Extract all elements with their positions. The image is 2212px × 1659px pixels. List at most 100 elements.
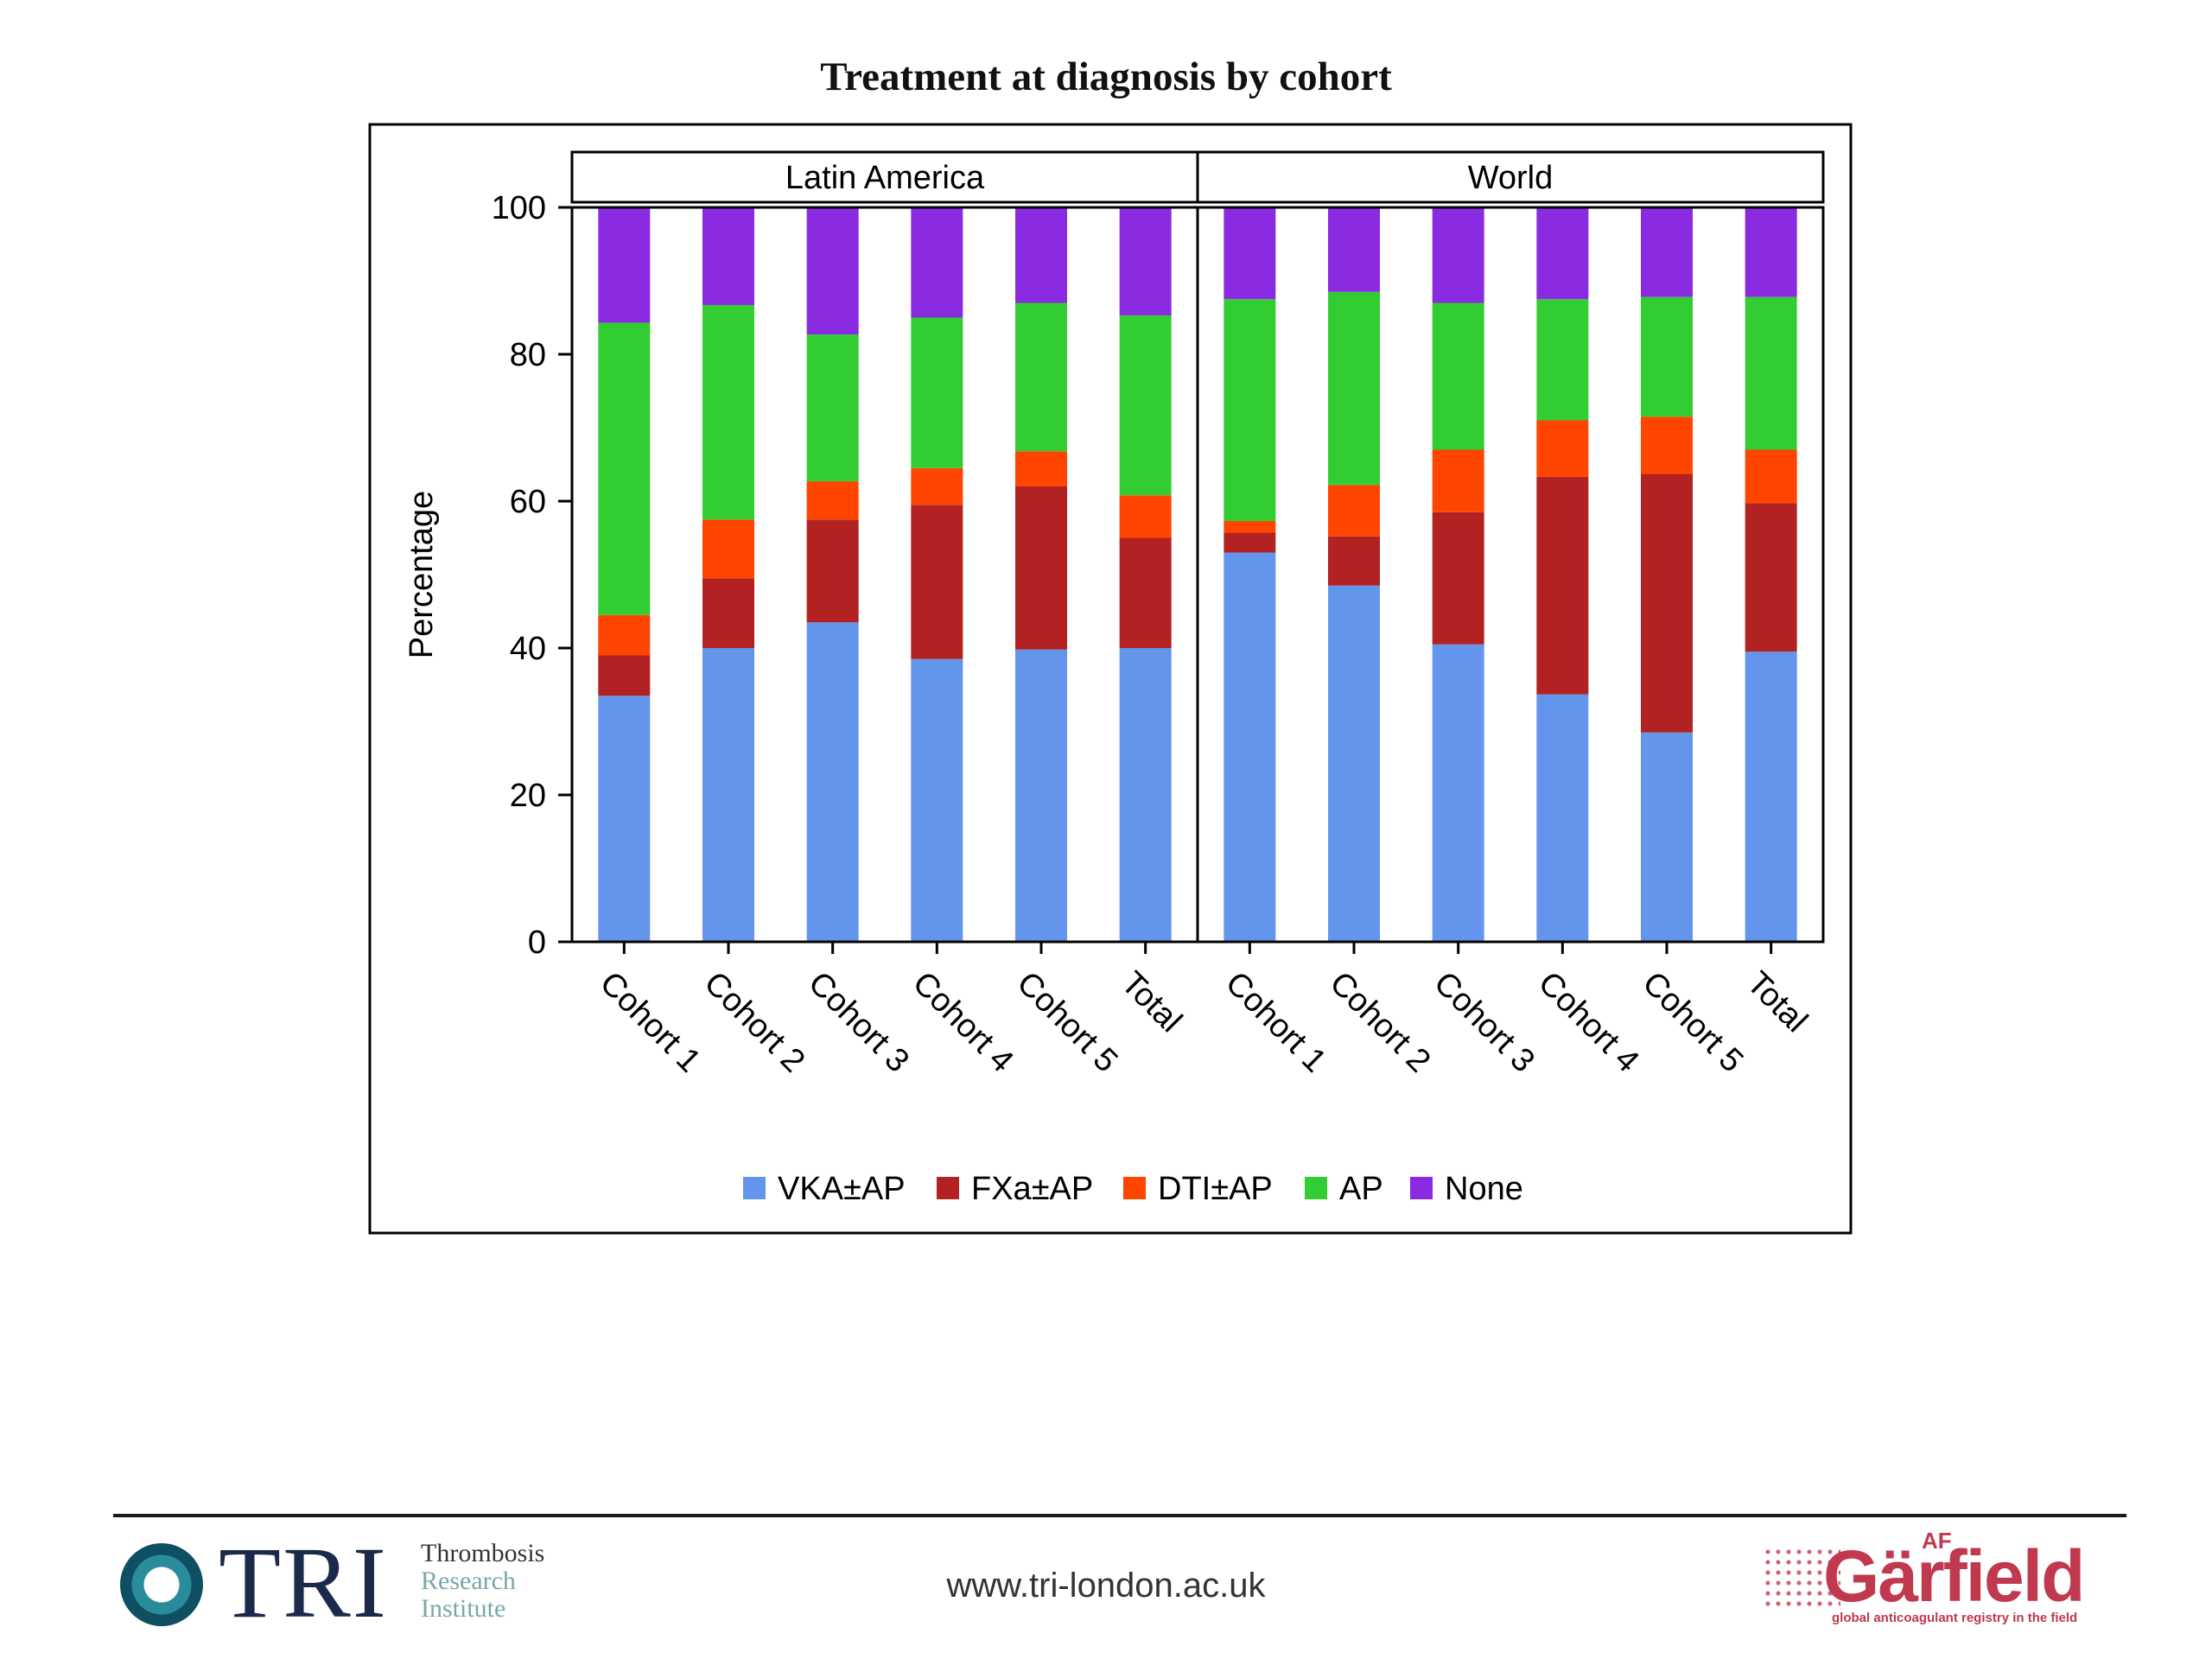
bar-segment xyxy=(911,207,963,318)
x-tick-label: Cohort 3 xyxy=(1427,965,1541,1080)
panel-strip xyxy=(570,150,1199,204)
bar-segment xyxy=(806,481,859,520)
bar-segment xyxy=(1536,420,1589,477)
y-tick-label: 80 xyxy=(510,337,546,373)
tri-name-line-3: Institute xyxy=(421,1594,506,1623)
x-tick-label: Cohort 5 xyxy=(1636,965,1751,1080)
legend-swatch xyxy=(743,1177,766,1199)
legend-swatch xyxy=(937,1177,959,1199)
footer-rule xyxy=(113,1514,2126,1517)
bar-segment xyxy=(1224,299,1276,521)
x-tick-label: Cohort 4 xyxy=(906,965,1020,1080)
bar-segment xyxy=(1536,476,1589,695)
bar-segment xyxy=(1328,585,1380,942)
bar-segment xyxy=(702,305,754,520)
y-tick-label: 0 xyxy=(528,925,546,961)
bar-segment xyxy=(806,622,859,942)
bar-segment xyxy=(1432,644,1484,942)
bar-segment xyxy=(911,317,963,468)
tri-wordmark: TRI xyxy=(219,1526,389,1639)
bar-segment xyxy=(1536,207,1589,300)
tri-logo: TRI Thrombosis Research Institute xyxy=(117,1531,583,1635)
bar-segment xyxy=(1432,512,1484,645)
bar-segment xyxy=(1745,207,1797,297)
bar-segment xyxy=(1224,532,1276,553)
x-tick-label: Cohort 2 xyxy=(697,965,812,1080)
panel-title: World xyxy=(1468,160,1554,196)
x-tick-label: Cohort 1 xyxy=(1218,965,1333,1080)
bar-segment xyxy=(911,467,963,505)
bar-segment xyxy=(1432,207,1484,303)
garfield-af-mark: AF xyxy=(1922,1528,1952,1554)
bar-segment xyxy=(1745,296,1797,450)
bar-segment xyxy=(598,696,651,942)
bar-segment xyxy=(806,207,859,335)
bar-segment xyxy=(702,519,754,579)
bar-segment xyxy=(1224,207,1276,300)
panel-strip xyxy=(1196,150,1825,204)
garfield-wordmark: Gärfield xyxy=(1823,1535,2085,1617)
bar-segment xyxy=(1015,649,1067,942)
bar-segment xyxy=(1641,296,1693,417)
bar-segment xyxy=(806,519,859,623)
legend-label: VKA±AP xyxy=(778,1171,906,1207)
y-tick-label: 40 xyxy=(510,631,546,667)
bar-segment xyxy=(1641,732,1693,942)
x-tick-label: Cohort 2 xyxy=(1323,965,1438,1080)
legend-swatch xyxy=(1305,1177,1327,1199)
bar-segment xyxy=(702,578,754,648)
bar-segment xyxy=(1641,416,1693,474)
x-tick-label: Total xyxy=(1114,965,1188,1039)
tri-name-line-2: Research xyxy=(421,1567,516,1595)
garfield-logo: AF Gärfield global anticoagulant registr… xyxy=(1763,1528,2126,1631)
x-tick-label: Cohort 5 xyxy=(1010,965,1125,1080)
bar-segment xyxy=(1536,694,1589,942)
bar-segment xyxy=(1119,495,1172,538)
x-tick-label: Cohort 4 xyxy=(1531,965,1646,1080)
y-tick-label: 20 xyxy=(510,778,546,814)
tri-institute-name: Thrombosis Research Institute xyxy=(421,1540,544,1623)
bar-segment xyxy=(1432,449,1484,512)
bar-segment xyxy=(1745,449,1797,504)
bar-segment xyxy=(1745,652,1797,942)
bar-segment xyxy=(598,322,651,615)
slide-title: Treatment at diagnosis by cohort xyxy=(820,54,1392,99)
tri-name-line-1: Thrombosis xyxy=(421,1539,545,1567)
garfield-tagline: global anticoagulant registry in the fie… xyxy=(1832,1611,2078,1625)
bar-segment xyxy=(1224,520,1276,533)
footer-url: www.tri-london.ac.uk xyxy=(946,1567,1266,1605)
x-tick-label: Cohort 3 xyxy=(801,965,916,1080)
chart-frame xyxy=(368,123,1853,1235)
panel-plot-area xyxy=(570,206,1199,944)
bar-segment xyxy=(1015,486,1067,650)
bar-segment xyxy=(702,207,754,306)
legend-label: None xyxy=(1445,1171,1523,1207)
bar-segment xyxy=(1015,207,1067,303)
bar-segment xyxy=(1119,648,1172,942)
bar-segment xyxy=(598,655,651,696)
bar-segment xyxy=(1641,474,1693,733)
bar-segment xyxy=(1119,315,1172,496)
bar-segment xyxy=(1224,552,1276,942)
y-axis-label: Percentage xyxy=(404,491,440,658)
bar-segment xyxy=(911,658,963,942)
bar-segment xyxy=(1328,207,1380,292)
bar-segment xyxy=(911,505,963,659)
bar-segment xyxy=(1015,451,1067,486)
legend-label: DTI±AP xyxy=(1158,1171,1273,1207)
x-tick-label: Total xyxy=(1739,965,1814,1039)
bar-segment xyxy=(702,648,754,942)
panel-title: Latin America xyxy=(785,160,985,196)
bar-segment xyxy=(598,614,651,656)
tri-circle-emblem xyxy=(120,1543,203,1626)
legend-label: AP xyxy=(1339,1171,1383,1207)
bar-segment xyxy=(1328,291,1380,486)
bar-segment xyxy=(598,207,651,323)
bar-segment xyxy=(1745,503,1797,652)
bar-segment xyxy=(806,334,859,482)
x-tick-label: Cohort 1 xyxy=(593,965,708,1080)
bar-segment xyxy=(1641,207,1693,297)
bar-segment xyxy=(1328,536,1380,586)
legend-label: FXa±AP xyxy=(971,1171,1093,1207)
